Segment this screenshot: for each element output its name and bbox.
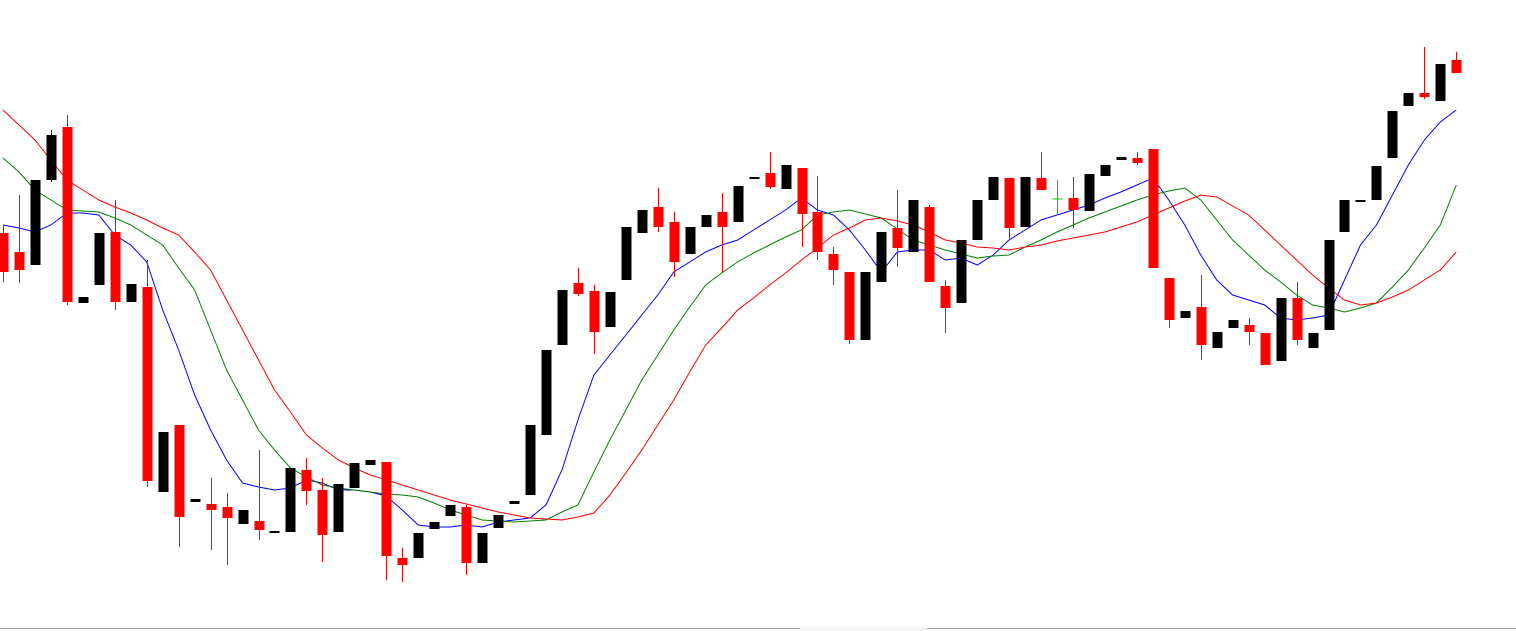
candle-body (254, 521, 265, 530)
candle-body (381, 462, 392, 556)
candle-body (445, 505, 456, 516)
candle-body (1084, 174, 1095, 211)
candle-body (1371, 166, 1382, 200)
candle-body (333, 484, 344, 532)
candle-body (349, 463, 360, 488)
candle-body (142, 287, 153, 481)
candle-body (94, 233, 105, 285)
candle-body (573, 283, 584, 294)
candle-body (397, 558, 408, 565)
candle-body (206, 504, 217, 510)
candle-body (126, 284, 137, 302)
candle-body (1451, 60, 1462, 73)
candle-body (1036, 178, 1047, 190)
candle-body (972, 200, 983, 240)
candle-body (1403, 93, 1414, 106)
candle-body (317, 490, 328, 535)
candle-body (988, 177, 999, 200)
candle-body (238, 510, 249, 524)
candle-body (637, 210, 648, 233)
scroll-gap (800, 627, 927, 631)
candle-body (669, 222, 680, 262)
candle-body (1292, 298, 1303, 340)
candle-body (222, 507, 233, 518)
candle-body (621, 227, 632, 280)
candle-body (1020, 177, 1031, 227)
candle-body (685, 227, 696, 254)
candle-body (1196, 307, 1207, 345)
candle-body (589, 291, 600, 332)
candle-body (1387, 111, 1398, 158)
candle-body (62, 127, 73, 302)
candle-body (30, 180, 41, 265)
candle-body (525, 425, 536, 495)
candle-body (1164, 278, 1175, 320)
candle-body (269, 531, 280, 533)
candle-body (605, 292, 616, 327)
candle-body (892, 228, 903, 248)
candle-body (1148, 149, 1159, 268)
candle-body (1132, 158, 1143, 163)
candle-body (653, 207, 664, 227)
candle-body (701, 215, 712, 227)
candle-body (1116, 157, 1127, 160)
candle-body (493, 515, 504, 528)
candle-body (1180, 311, 1191, 318)
candle-body (1100, 165, 1111, 176)
candle-body (429, 522, 440, 529)
candle-body (924, 207, 935, 282)
candle-body (812, 212, 823, 252)
candle-body (301, 470, 312, 491)
candle-body (285, 468, 296, 532)
candle-body (1068, 198, 1079, 210)
candle-body (940, 286, 951, 308)
candle-body (365, 460, 376, 465)
candle-body (1244, 325, 1255, 332)
candle-body (1260, 333, 1271, 365)
candle-body (860, 272, 871, 340)
candle-body (844, 272, 855, 340)
candle-body (0, 233, 9, 272)
candle-body (956, 240, 967, 303)
candle-body (876, 232, 887, 282)
candle-body (749, 177, 760, 179)
candle-body (14, 252, 25, 270)
candle-body (158, 432, 169, 492)
candle-body (717, 212, 728, 227)
candle-body (557, 290, 568, 345)
candle-body (541, 350, 552, 435)
candle-body (1276, 298, 1287, 361)
candle-body (509, 501, 520, 504)
candle-body (110, 232, 121, 302)
candle-body (1212, 332, 1223, 348)
candle-body (78, 297, 89, 303)
candle-body (1435, 64, 1446, 101)
candle-body (1324, 240, 1335, 330)
candle-body (1308, 333, 1319, 348)
candle-body (1004, 178, 1015, 228)
candle-body (1355, 200, 1366, 202)
moving-average-line (2, 157, 1457, 523)
moving-average-line (2, 109, 1457, 521)
candle-body (461, 507, 472, 563)
candle-body (765, 173, 776, 187)
candle-body (190, 499, 201, 502)
candle-body (733, 186, 744, 222)
candle-body (46, 135, 57, 180)
candle-body (1228, 320, 1239, 328)
candle-body (828, 254, 839, 270)
candle-body (413, 533, 424, 558)
candle-body (174, 425, 185, 517)
moving-average-line (2, 109, 1457, 528)
candle-body (797, 168, 808, 214)
candle-body (1339, 200, 1350, 232)
candle-body (908, 200, 919, 252)
candle-body (477, 533, 488, 563)
candle-body (781, 165, 792, 189)
candle-body (1419, 93, 1430, 97)
